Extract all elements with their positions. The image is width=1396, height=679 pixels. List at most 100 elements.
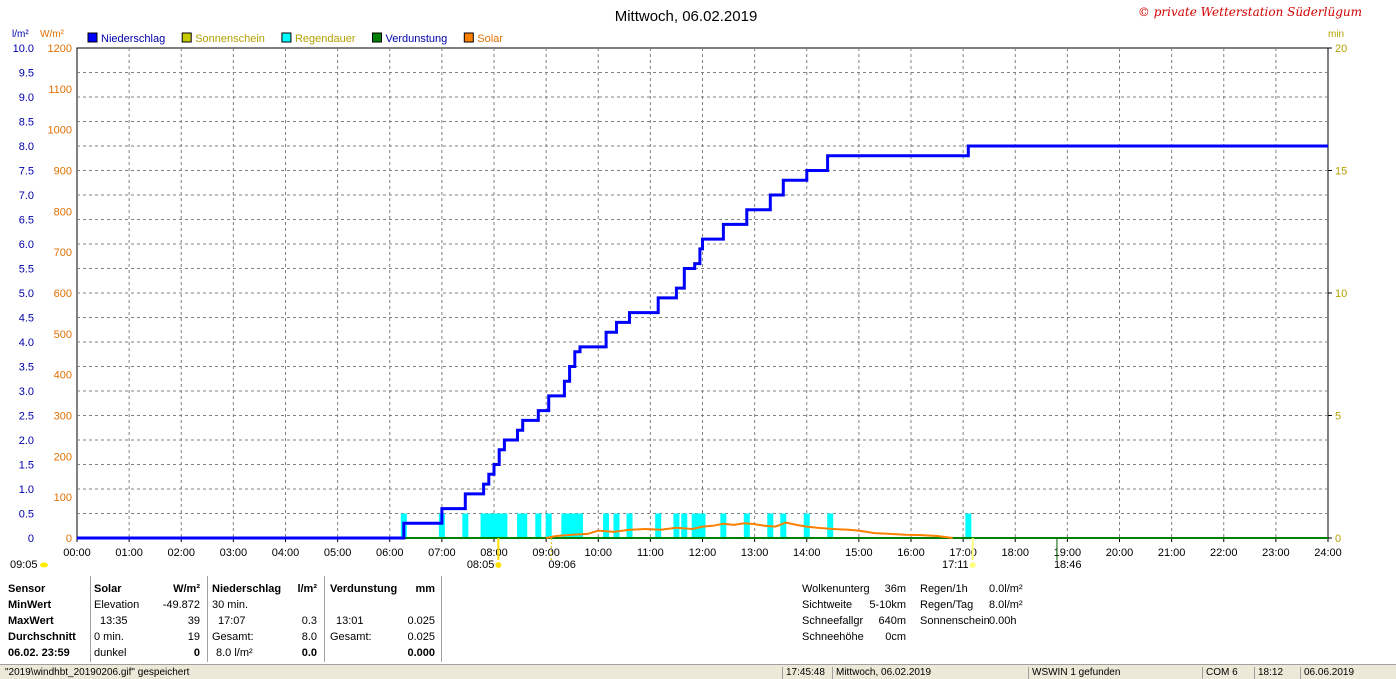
snow-height-label: Schneehöhe: [802, 631, 864, 643]
x-tick-22: 22:00: [1210, 547, 1238, 559]
y-tick-rain-16: 8.0: [19, 141, 34, 153]
legend-label-4: Solar: [477, 33, 503, 45]
rain-unit: l/m²: [297, 583, 317, 595]
visibility-value: 5-10km: [869, 599, 906, 611]
y-tick-rain-1: 0.5: [19, 509, 34, 521]
x-tick-2: 02:00: [167, 547, 195, 559]
chart-title: Mittwoch, 06.02.2019: [615, 8, 758, 25]
visibility-label: Sichtweite: [802, 599, 853, 611]
rain-interval-label: 30 min.: [212, 599, 249, 611]
evap-total-label: Gesamt:: [330, 631, 372, 643]
y-tick-rain-12: 6.0: [19, 239, 34, 251]
legend-swatch-1: [181, 32, 192, 43]
x-axis-ticks: 00:00 01:00 02:00 03:00 04:00 05:00 06:00 07:00…: [63, 538, 1342, 559]
solar-avg-label: 0 min.: [94, 631, 124, 643]
evap-max-value: 0.025: [407, 615, 435, 627]
y-tick-solar-0: 0: [66, 533, 72, 545]
avg-label: Durchschnitt: [8, 631, 76, 643]
rain-duration-bar-17: [613, 513, 620, 538]
rain-max-value: 0.3: [301, 615, 317, 627]
rain-duration-bar-11: [545, 513, 552, 538]
rain-duration-bar-9: [521, 513, 528, 538]
sunset-icon: [969, 562, 976, 568]
legend-label-0: Niederschlag: [101, 33, 165, 45]
weather-chart: Mittwoch, 06.02.2019 © private Wettersta…: [10, 5, 1362, 571]
axis-unit-rain: l/m²: [12, 29, 29, 40]
x-tick-7: 07:00: [428, 547, 456, 559]
y-tick-solar-4: 400: [54, 370, 72, 382]
y-axis-ticks: 0 0.5 1.0 1.5 2.0 2.5 3.0 3.5 4.0 4.5 5.0 5.5 6.0 6.5…: [13, 43, 1348, 545]
series-line-solar: [545, 521, 953, 539]
legend: Niederschlag Sonnenschein Regendauer Verdun…: [87, 32, 503, 45]
axis-unit-minutes: min: [1328, 29, 1344, 40]
y-tick-rain-0: 0: [28, 533, 34, 545]
axis-unit-solar: W/m²: [40, 29, 65, 40]
x-tick-23: 23:00: [1262, 547, 1290, 559]
y-tick-min-4: 20: [1335, 43, 1347, 55]
snowfall-limit-value: 640m: [878, 615, 906, 627]
rain-duration-bar-25: [720, 513, 727, 538]
rain-total-value: 8.0: [301, 631, 317, 643]
x-tick-21: 21:00: [1158, 547, 1186, 559]
rain-duration-bar-20: [673, 513, 680, 538]
y-tick-solar-3: 300: [54, 411, 72, 423]
x-tick-18: 18:00: [1001, 547, 1029, 559]
x-tick-9: 09:00: [532, 547, 560, 559]
rain-duration-bar-6: [496, 513, 503, 538]
y-tick-solar-11: 1100: [48, 84, 72, 96]
solar-elevation-value: -49.872: [162, 599, 200, 611]
x-tick-24: 24:00: [1314, 547, 1342, 559]
rain-last-label: 8.0 l/m²: [216, 647, 253, 659]
sunshine-label: Sonnenschein: [920, 615, 990, 627]
rain-duration-bar-4: [485, 513, 492, 538]
x-tick-4: 04:00: [272, 547, 300, 559]
grid: [77, 48, 1328, 538]
rain-duration-bar-3: [480, 513, 487, 538]
x-tick-17: 17:00: [949, 547, 977, 559]
x-tick-19: 19:00: [1054, 547, 1082, 559]
solar-header: Solar: [94, 583, 122, 595]
status-file: "2019\windhbt_20190206.gif" gespeichert: [5, 667, 190, 678]
rain-duration-bar-26: [743, 513, 750, 538]
x-tick-5: 05:00: [324, 547, 352, 559]
solar-elevation-label: Elevation: [94, 599, 140, 611]
rain-duration-bar-1: [438, 513, 445, 538]
rain-day-value: 8.0l/m²: [989, 599, 1023, 611]
x-tick-11: 11:00: [637, 547, 664, 559]
min-label: MinWert: [8, 599, 52, 611]
evap-header: Verdunstung: [330, 583, 398, 595]
y-tick-rain-10: 5.0: [19, 288, 34, 300]
sunset-label: 17:11: [942, 559, 969, 571]
y-tick-min-1: 5: [1335, 411, 1341, 423]
legend-swatch-4: [463, 32, 474, 43]
solar-last-value: 0: [193, 647, 200, 659]
sensor-header: Sensor: [8, 583, 46, 595]
y-tick-solar-5: 500: [54, 329, 72, 341]
cloud-base-value: 36m: [884, 583, 906, 595]
legend-label-3: Verdunstung: [386, 33, 448, 45]
status-com: COM 6: [1202, 667, 1252, 679]
sun-icon: [40, 562, 48, 568]
y-tick-rain-13: 6.5: [19, 215, 34, 227]
rain-duration-bar-28: [780, 513, 787, 538]
rain-duration-bar-16: [603, 513, 610, 538]
y-tick-rain-20: 10.0: [13, 43, 34, 55]
y-tick-min-3: 15: [1335, 166, 1347, 178]
sunshine-value: 0.00h: [989, 615, 1017, 627]
y-tick-rain-15: 7.5: [19, 166, 34, 178]
y-tick-rain-5: 2.5: [19, 411, 34, 423]
rain-total-label: Gesamt:: [212, 631, 254, 643]
solar-unit: W/m²: [173, 583, 200, 595]
divider: [324, 576, 325, 662]
solar-max-time: 13:35: [100, 615, 128, 627]
rain-duration-bar-12: [561, 513, 568, 538]
y-tick-rain-19: 9.5: [19, 68, 34, 80]
y-tick-rain-7: 3.5: [19, 362, 34, 374]
status-date: Mittwoch, 06.02.2019: [832, 667, 1026, 679]
rain-duration-bar-8: [517, 513, 524, 538]
solar-noon-label: 09:06: [548, 559, 576, 571]
y-tick-solar-9: 900: [54, 166, 72, 178]
divider: [441, 576, 442, 662]
status-clock: 18:12: [1254, 667, 1298, 679]
y-tick-solar-6: 600: [54, 288, 72, 300]
